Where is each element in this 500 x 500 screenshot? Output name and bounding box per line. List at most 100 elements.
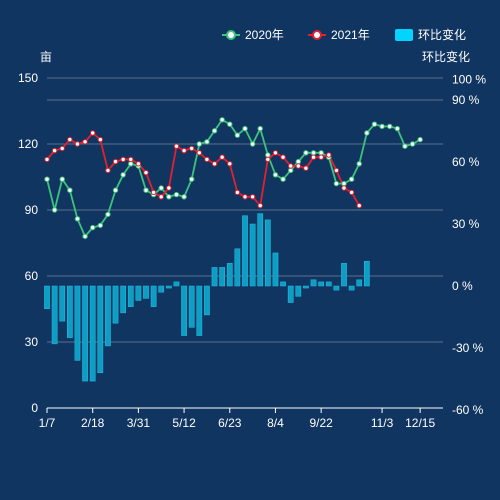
point-2020 [409, 141, 416, 147]
point-2021 [135, 161, 142, 167]
point-2021 [128, 156, 134, 163]
point-2020 [120, 172, 126, 178]
point-2020 [211, 128, 218, 134]
point-2020 [257, 125, 263, 132]
legend-marker-2021 [312, 30, 322, 40]
bar [318, 281, 325, 287]
x-axis-tick: 1/7 [39, 416, 56, 430]
point-2021 [188, 145, 195, 152]
point-2020 [364, 130, 370, 136]
legend-item-2020[interactable]: 2020年 [222, 28, 284, 42]
point-2020 [67, 187, 73, 193]
bar [127, 285, 134, 307]
bar [82, 285, 88, 382]
series-points [44, 117, 423, 240]
point-2021 [97, 136, 104, 143]
point-2020 [143, 187, 149, 193]
point-2021 [173, 143, 180, 149]
bar [97, 285, 104, 374]
point-2021 [120, 156, 126, 163]
legend[interactable]: 2020年 2021年 环比变化 [222, 27, 466, 42]
bar [135, 285, 142, 301]
point-2020 [249, 141, 256, 147]
bars-change [44, 213, 370, 382]
bar [348, 285, 355, 291]
point-2020 [356, 161, 362, 167]
bar [219, 267, 226, 287]
point-2020 [82, 233, 88, 240]
point-2021 [234, 189, 241, 196]
point-2021 [310, 154, 317, 160]
bar [226, 263, 233, 287]
point-2020 [287, 167, 294, 174]
point-2021 [211, 161, 218, 167]
point-2020 [386, 123, 393, 130]
point-2021 [150, 189, 157, 196]
left-axis-tick: 150 [18, 71, 38, 85]
point-2021 [326, 152, 332, 158]
point-2020 [333, 180, 340, 187]
bar [264, 219, 271, 287]
bar [120, 285, 127, 314]
bar [272, 252, 279, 287]
point-2021 [44, 156, 50, 163]
point-2020 [204, 139, 210, 145]
bar [242, 215, 248, 287]
point-2020 [219, 117, 225, 123]
legend-label-2021: 2021年 [331, 28, 370, 42]
point-2021 [303, 165, 309, 171]
point-2021 [242, 194, 248, 200]
right-axis-tick: -60 % [452, 403, 484, 417]
legend-item-2021[interactable]: 2021年 [308, 28, 370, 42]
point-2020 [402, 143, 408, 149]
x-axis-tick: 2/18 [81, 416, 105, 430]
point-2020 [394, 125, 401, 132]
point-2021 [82, 139, 88, 145]
point-2021 [166, 185, 172, 191]
point-2020 [234, 132, 241, 138]
point-2021 [272, 150, 279, 156]
point-2020 [379, 123, 385, 130]
point-2020 [280, 176, 286, 182]
point-2020 [196, 141, 203, 147]
bar [257, 213, 264, 287]
right-axis-tick: 30 % [452, 217, 480, 231]
legend-swatch-change [395, 29, 413, 41]
bar [310, 279, 317, 287]
point-2021 [318, 154, 324, 160]
bar [74, 285, 81, 361]
point-2020 [59, 176, 65, 182]
right-axis-unit: 环比变化 [422, 49, 470, 64]
point-2020 [227, 121, 233, 127]
right-axis-tick: -30 % [452, 341, 484, 355]
right-axis-tick: 60 % [452, 155, 480, 169]
bar [287, 285, 294, 303]
left-axis-tick: 30 [25, 335, 39, 349]
point-2020 [371, 121, 378, 127]
point-2020 [173, 191, 180, 198]
bar [51, 285, 58, 345]
legend-label-change: 环比变化 [418, 27, 466, 42]
x-axis-tick: 12/15 [405, 416, 435, 430]
point-2020 [188, 176, 195, 182]
bar [165, 285, 172, 289]
point-2020 [181, 194, 187, 200]
right-axis-tick: 100 % [452, 72, 486, 86]
legend-item-change[interactable]: 环比变化 [395, 27, 466, 42]
left-axis-tick: 0 [31, 401, 38, 415]
bar [303, 285, 309, 289]
bar [150, 285, 157, 307]
point-2020 [105, 211, 111, 218]
point-2020 [318, 150, 324, 156]
point-2021 [280, 154, 286, 160]
bar [173, 281, 180, 287]
left-axis-tick: 60 [25, 269, 39, 283]
point-2021 [204, 156, 210, 163]
point-2021 [265, 156, 271, 163]
bar [181, 285, 187, 336]
left-axis-tick: 120 [18, 137, 38, 151]
point-2021 [249, 194, 256, 200]
point-2020 [265, 152, 271, 158]
bar [341, 263, 347, 287]
